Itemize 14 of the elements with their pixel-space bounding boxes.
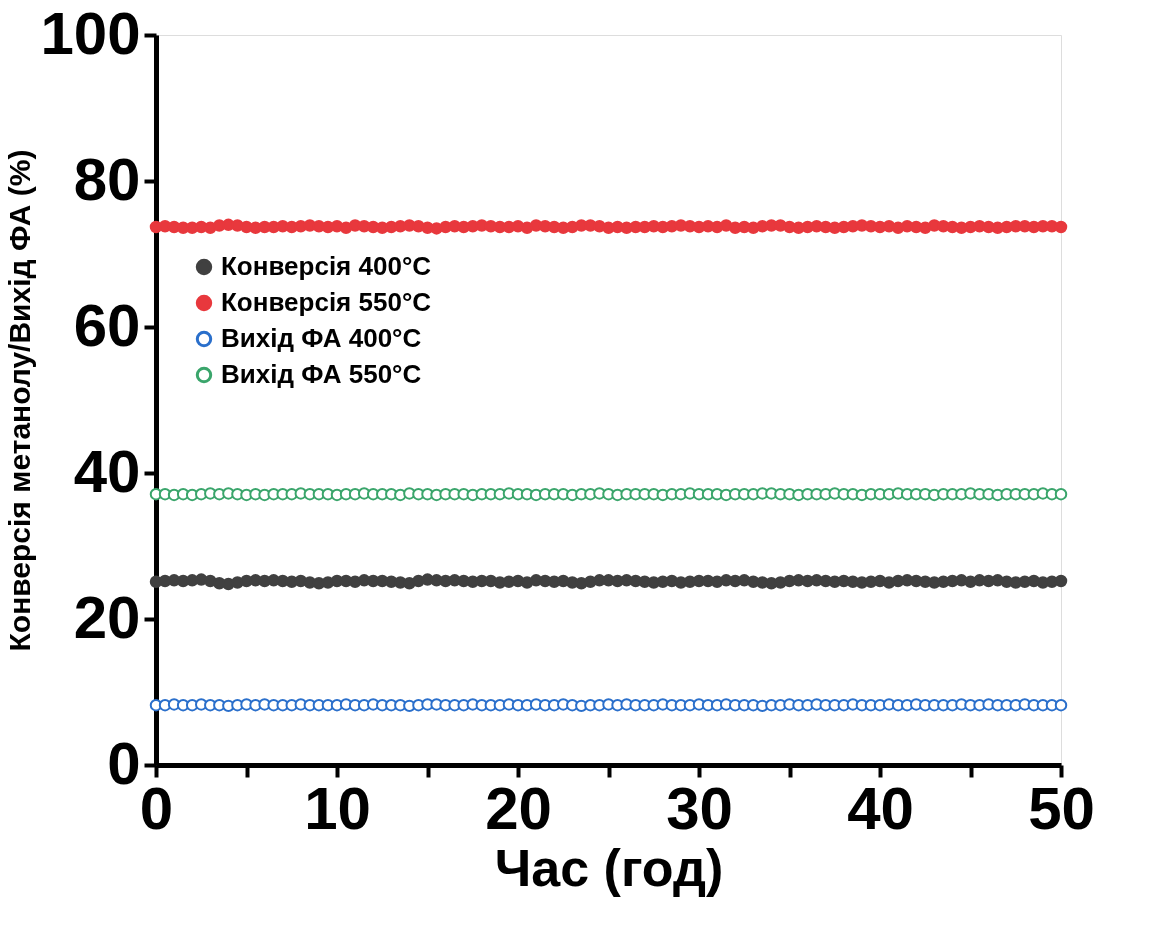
legend-label: Вихід ФА 550°C xyxy=(221,359,422,389)
x-tick-label: 10 xyxy=(304,774,371,842)
x-tick-label: 40 xyxy=(847,774,914,842)
legend-label: Конверсія 400°C xyxy=(221,251,432,281)
y-tick-label: 40 xyxy=(73,437,141,505)
y-tick-label: 80 xyxy=(73,145,141,213)
y-tick-label: 20 xyxy=(73,583,141,651)
y-axis-title: Конверсія метанолу/Вихід ФА (%) xyxy=(3,149,37,652)
legend-label: Вихід ФА 400°C xyxy=(221,323,422,353)
y-tick-label: 0 xyxy=(107,729,141,797)
x-tick-label: 50 xyxy=(1028,774,1095,842)
y-tick-label: 60 xyxy=(73,291,141,359)
y-tick-label: 100 xyxy=(40,0,141,67)
legend-label: Конверсія 550°C xyxy=(221,287,432,317)
